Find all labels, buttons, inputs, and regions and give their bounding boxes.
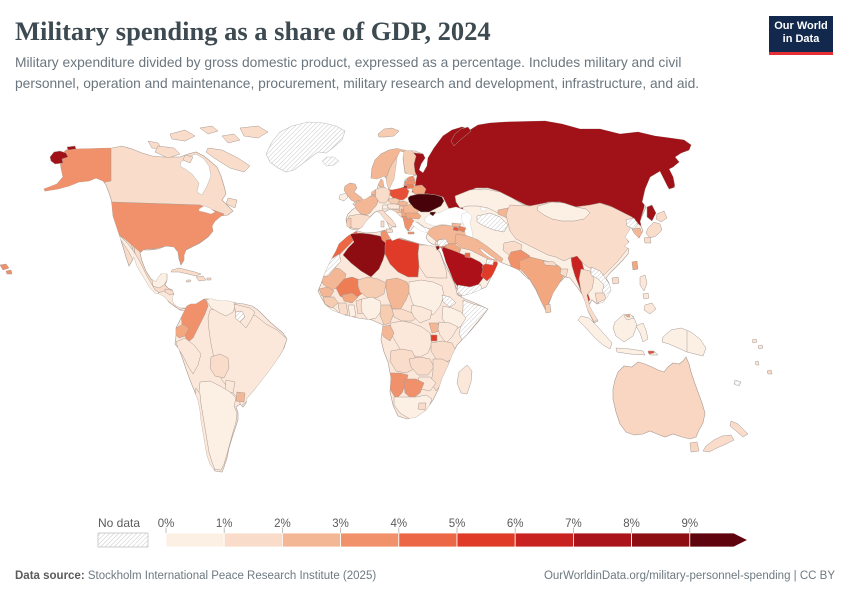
svg-text:4%: 4% [390,518,407,530]
svg-text:7%: 7% [565,518,582,530]
svg-text:2%: 2% [274,518,291,530]
svg-text:6%: 6% [507,518,524,530]
svg-text:No data: No data [98,516,140,530]
svg-text:1%: 1% [216,518,233,530]
svg-text:8%: 8% [623,518,640,530]
svg-text:9%: 9% [681,518,698,530]
svg-text:3%: 3% [332,518,349,530]
svg-text:0%: 0% [158,518,175,530]
svg-text:5%: 5% [449,518,466,530]
